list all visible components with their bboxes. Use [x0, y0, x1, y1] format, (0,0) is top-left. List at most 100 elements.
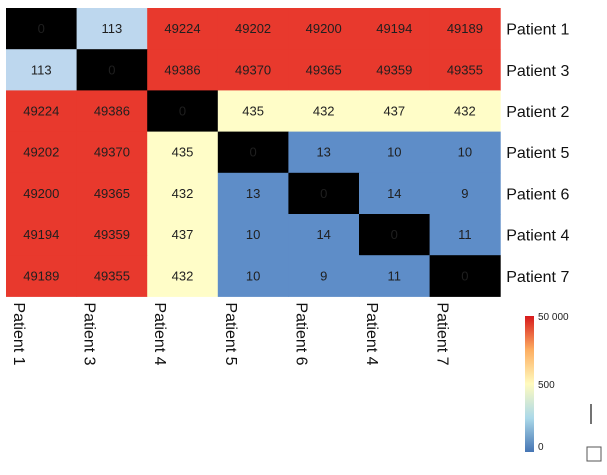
color-scale-tick-label: 50 000: [538, 312, 569, 323]
heatmap-cell: [288, 8, 360, 50]
row-label: Patient 1: [506, 22, 569, 39]
cell-value-label: 49359: [94, 227, 130, 242]
heatmap-cell: [76, 214, 148, 256]
cell-value-label: 13: [246, 186, 260, 201]
row-label: Patient 2: [506, 104, 569, 121]
cell-value-label: 49200: [23, 186, 59, 201]
heatmap-cell: [359, 8, 431, 50]
cell-value-label: 437: [172, 227, 194, 242]
cell-value-label: 49370: [235, 62, 271, 77]
heatmap-cell: [217, 8, 289, 50]
heatmap-cell: [217, 255, 289, 297]
heatmap-cell: [6, 172, 78, 215]
color-scale-legend: 50 000 500 0: [525, 312, 569, 453]
cell-value-label: 435: [172, 145, 194, 160]
heatmap-cell: [288, 172, 360, 215]
heatmap-cell: [217, 49, 289, 91]
column-label: Patient 5: [222, 302, 239, 365]
heatmap-cell: [147, 8, 219, 50]
column-label: Patient 4: [363, 302, 380, 365]
row-label: Patient 4: [506, 228, 569, 245]
cell-value-label: 14: [316, 227, 330, 242]
heatmap-cell: [147, 131, 219, 174]
heatmap-cell: [288, 255, 360, 297]
column-label: Patient 3: [81, 302, 98, 365]
heatmap-cell: [6, 90, 78, 133]
cell-value-label: 49365: [94, 186, 130, 201]
cell-value-label: 49355: [447, 62, 483, 77]
cell-value-label: 49194: [23, 227, 59, 242]
heatmap-cell: [359, 131, 431, 174]
heatmap-cell: [76, 90, 148, 133]
cell-value-label: 11: [388, 268, 402, 283]
cell-value-label: 49386: [94, 104, 130, 119]
heatmap-cell: [6, 8, 78, 50]
heatmap-cell: [429, 214, 501, 256]
heatmap-cell: [217, 214, 289, 256]
heatmap-cell: [429, 131, 501, 174]
heatmap-cell: [288, 90, 360, 133]
column-label: Patient 7: [434, 302, 451, 365]
heatmap-cell: [288, 49, 360, 91]
cell-value-label: 432: [172, 268, 194, 283]
heatmap-cell: [429, 90, 501, 133]
cell-value-label: 0: [249, 145, 256, 160]
row-label: Patient 3: [506, 63, 569, 80]
cell-value-label: 49386: [164, 62, 200, 77]
cell-value-label: 49202: [235, 21, 271, 36]
row-label: Patient 7: [506, 269, 569, 286]
heatmap-cell: [429, 8, 501, 50]
heatmap-cell: [76, 8, 148, 50]
heatmap-cell: [6, 214, 78, 256]
heatmap-cell: [429, 255, 501, 297]
cell-value-label: 11: [458, 227, 472, 242]
cell-value-label: 435: [242, 104, 264, 119]
cell-value-label: 13: [316, 145, 330, 160]
heatmap-cells: 0 113 49224 49202 49200 49194 49189 113 0 49386 49…: [6, 8, 501, 297]
row-label: Patient 5: [506, 145, 569, 162]
cell-value-label: 49189: [447, 21, 483, 36]
heatmap-cell: [147, 255, 219, 297]
heatmap-cell: [76, 49, 148, 91]
heatmap-cell: [359, 49, 431, 91]
cell-value-label: 14: [387, 186, 401, 201]
cell-value-label: 49224: [23, 104, 59, 119]
checkbox[interactable]: [586, 446, 602, 462]
heatmap-cell: [288, 131, 360, 174]
heatmap-cell: [147, 172, 219, 215]
cell-value-label: 432: [313, 104, 335, 119]
color-scale-tick-label: 500: [538, 380, 555, 391]
cell-value-label: 9: [461, 186, 468, 201]
color-scale-bar: [525, 316, 534, 452]
heatmap-cell: [359, 255, 431, 297]
column-label: Patient 4: [151, 302, 168, 365]
cell-value-label: 10: [387, 145, 401, 160]
cell-value-label: 0: [108, 62, 115, 77]
heatmap-cell: [429, 172, 501, 215]
heatmap-cell: [6, 255, 78, 297]
heatmap-cell: [147, 49, 219, 91]
cell-value-label: 0: [179, 104, 186, 119]
heatmap-cell: [359, 214, 431, 256]
column-label: Patient 1: [10, 302, 27, 365]
heatmap-cell: [217, 131, 289, 174]
cell-value-label: 49194: [376, 21, 412, 36]
cell-value-label: 10: [246, 268, 260, 283]
cell-value-label: 0: [461, 268, 468, 283]
cell-value-label: 49365: [306, 62, 342, 77]
column-label: Patient 6: [292, 302, 309, 365]
cell-value-label: 10: [458, 145, 472, 160]
ui-extras: [586, 404, 602, 462]
heatmap-cell: [76, 255, 148, 297]
heatmap-cell: [217, 172, 289, 215]
color-scale-tick-label: 0: [538, 442, 544, 453]
column-labels: Patient 1 Patient 3 Patient 4 Patient 5 Pati…: [10, 302, 451, 365]
cell-value-label: 10: [246, 227, 260, 242]
cell-value-label: 432: [172, 186, 194, 201]
heatmap-cell: [76, 172, 148, 215]
heatmap-cell: [217, 90, 289, 133]
cell-value-label: 49202: [23, 145, 59, 160]
cell-value-label: 9: [320, 268, 327, 283]
cell-value-label: 49359: [376, 62, 412, 77]
cell-value-label: 0: [391, 227, 398, 242]
